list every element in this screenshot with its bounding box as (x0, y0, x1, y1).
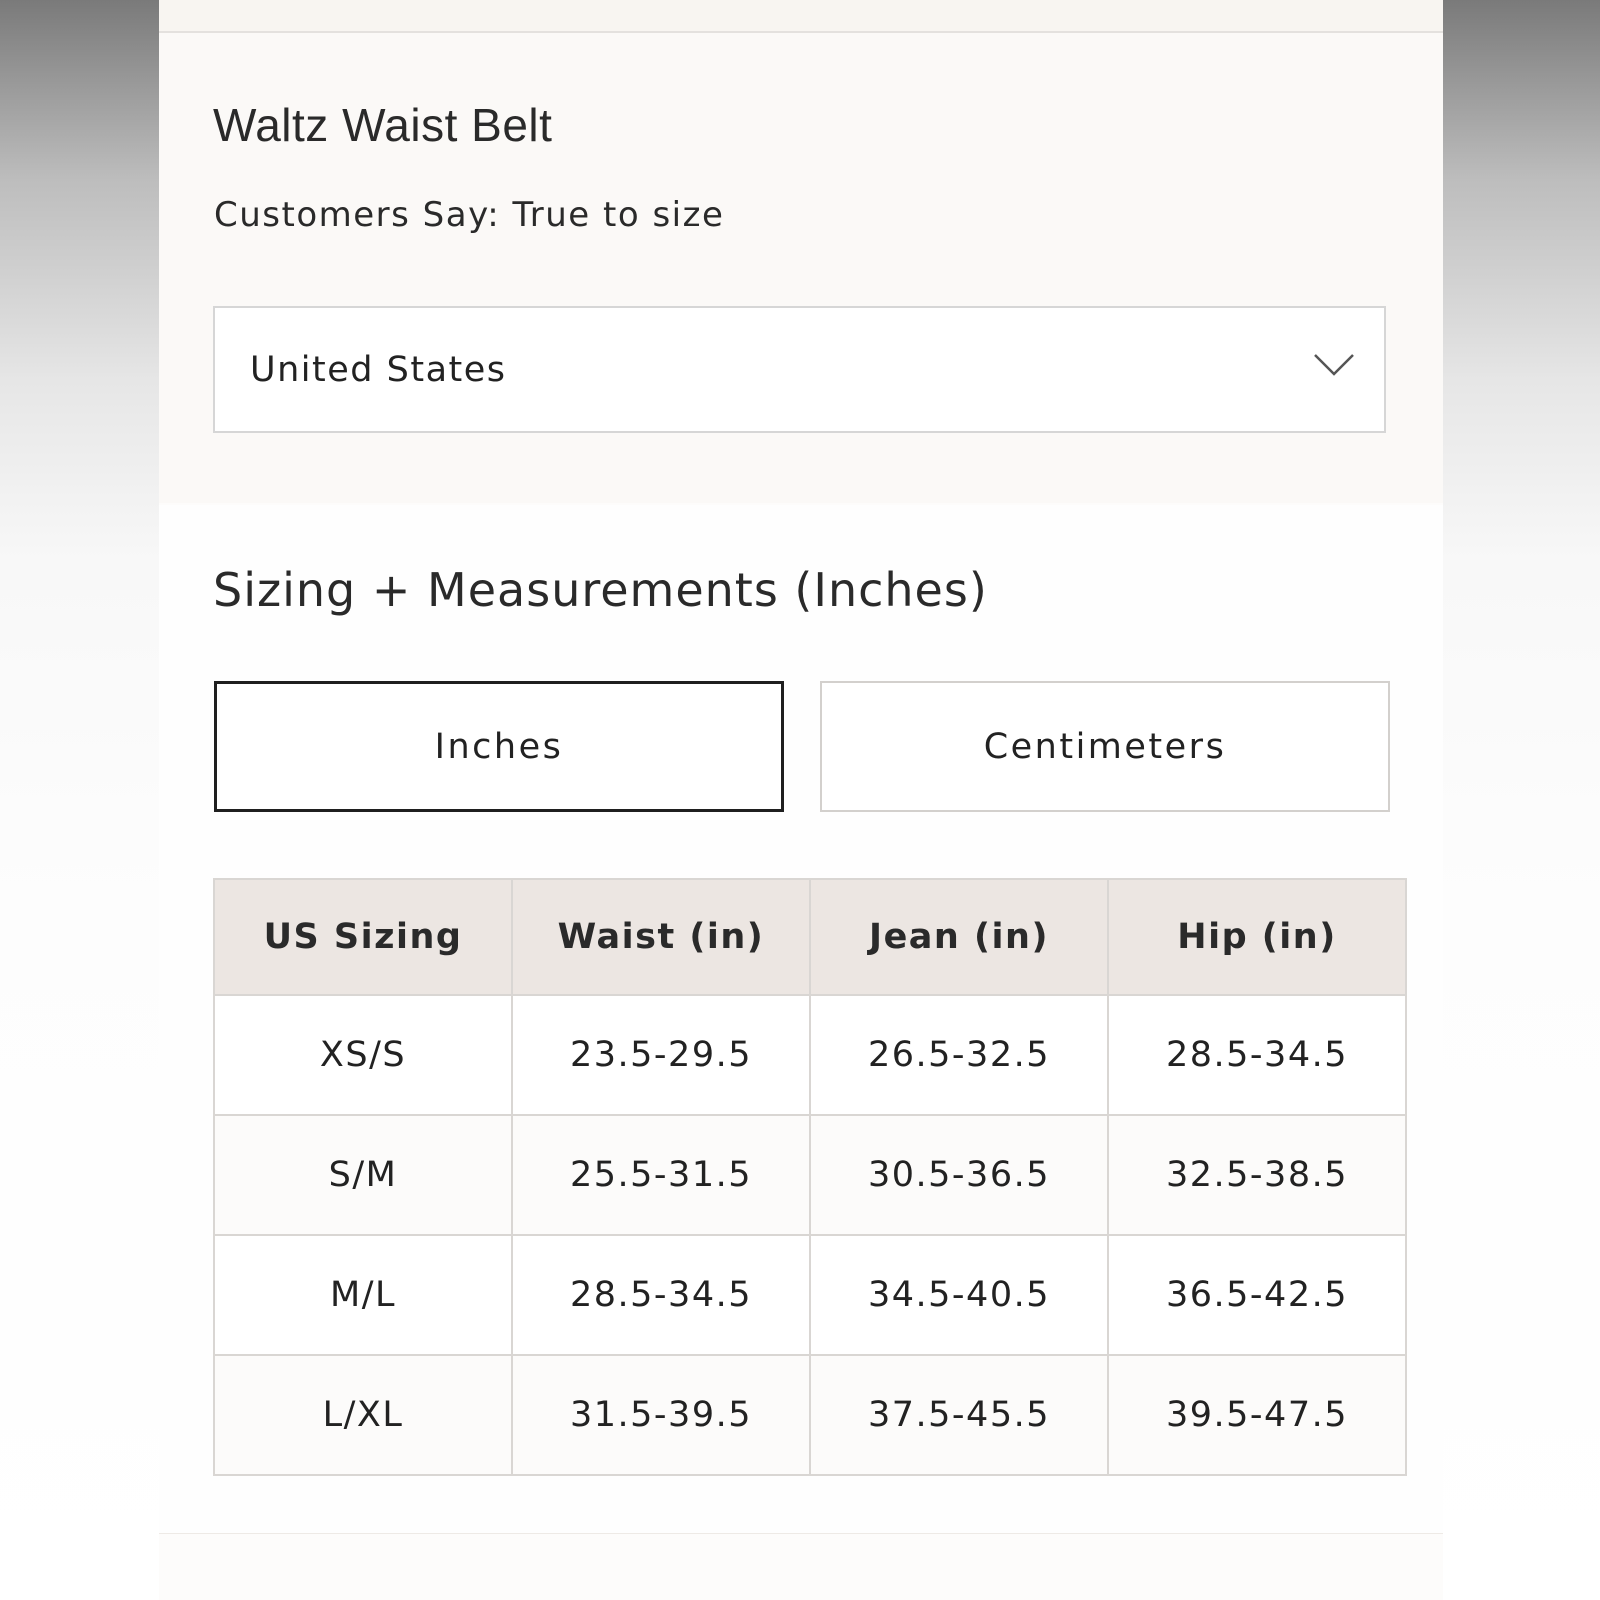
product-title: Waltz Waist Belt (213, 99, 553, 151)
table-row: L/XL 31.5-39.5 37.5-45.5 39.5-47.5 (213, 1354, 1407, 1476)
sizing-section: Sizing + Measurements (Inches) Inches Ce… (159, 505, 1443, 1534)
hip-cell: 32.5-38.5 (1107, 1114, 1407, 1236)
top-strip (159, 0, 1443, 33)
size-cell: S/M (213, 1114, 513, 1236)
product-section: Waltz Waist Belt Customers Say: True to … (159, 33, 1443, 503)
jean-cell: 26.5-32.5 (809, 994, 1109, 1116)
hip-cell: 28.5-34.5 (1107, 994, 1407, 1116)
header-hip: Hip (in) (1107, 878, 1407, 996)
waist-cell: 28.5-34.5 (511, 1234, 811, 1356)
table-row: XS/S 23.5-29.5 26.5-32.5 28.5-34.5 (213, 994, 1407, 1116)
inches-button[interactable]: Inches (214, 681, 784, 812)
fit-note: Customers Say: True to size (214, 195, 725, 235)
table-row: S/M 25.5-31.5 30.5-36.5 32.5-38.5 (213, 1114, 1407, 1236)
centimeters-button[interactable]: Centimeters (820, 681, 1390, 812)
waist-cell: 31.5-39.5 (511, 1354, 811, 1476)
header-jean: Jean (in) (809, 878, 1109, 996)
waist-cell: 25.5-31.5 (511, 1114, 811, 1236)
region-select[interactable]: United States (213, 306, 1386, 433)
header-us-sizing: US Sizing (213, 878, 513, 996)
jean-cell: 34.5-40.5 (809, 1234, 1109, 1356)
chevron-down-icon (1314, 354, 1354, 376)
table-row: M/L 28.5-34.5 34.5-40.5 36.5-42.5 (213, 1234, 1407, 1356)
hip-cell: 36.5-42.5 (1107, 1234, 1407, 1356)
size-cell: L/XL (213, 1354, 513, 1476)
header-waist: Waist (in) (511, 878, 811, 996)
jean-cell: 30.5-36.5 (809, 1114, 1109, 1236)
jean-cell: 37.5-45.5 (809, 1354, 1109, 1476)
size-cell: M/L (213, 1234, 513, 1356)
waist-cell: 23.5-29.5 (511, 994, 811, 1116)
size-guide-panel: Waltz Waist Belt Customers Say: True to … (159, 0, 1443, 1600)
hip-cell: 39.5-47.5 (1107, 1354, 1407, 1476)
table-header-row: US Sizing Waist (in) Jean (in) Hip (in) (213, 878, 1407, 996)
size-cell: XS/S (213, 994, 513, 1116)
sizing-heading: Sizing + Measurements (Inches) (213, 563, 988, 617)
size-table: US Sizing Waist (in) Jean (in) Hip (in) … (213, 878, 1407, 1476)
region-select-value: United States (250, 350, 507, 390)
